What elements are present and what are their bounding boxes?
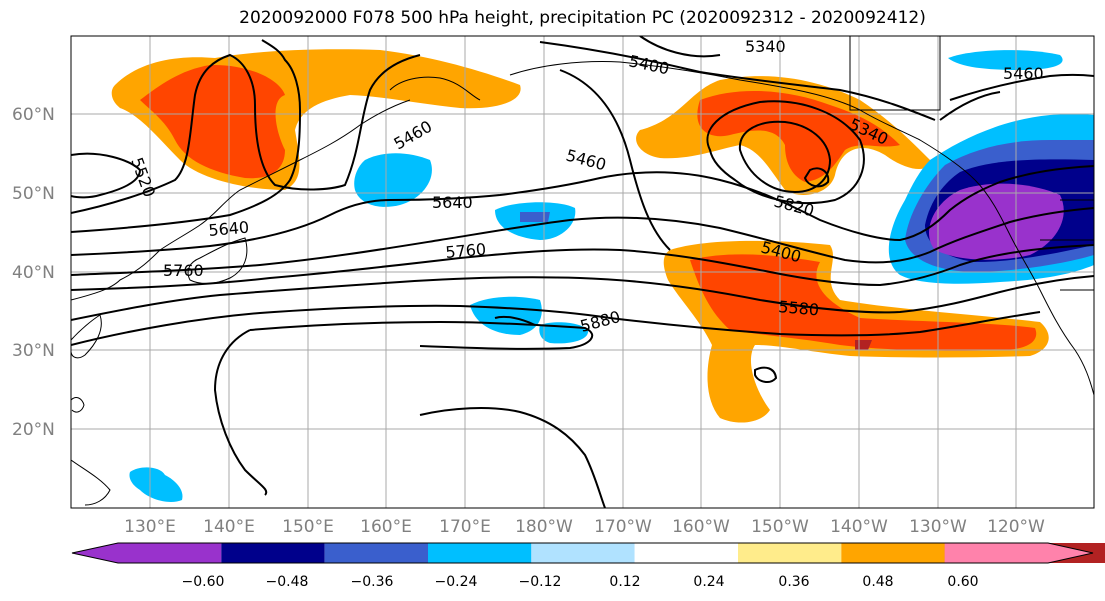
contour-label: 5640	[208, 218, 250, 240]
colorbar-tick-label: −0.24	[435, 574, 478, 590]
contour-label: 5400	[627, 51, 671, 78]
precip-negative-central-core	[520, 212, 550, 222]
lat-label: 50°N	[12, 184, 55, 204]
colorbar-bins	[71, 542, 1105, 564]
colorbar-tick-label: 0.36	[778, 574, 809, 590]
coastlines	[71, 36, 1094, 506]
precip-positive-asia-core	[140, 64, 285, 179]
contour-label: 5760	[163, 261, 204, 280]
graticule	[71, 36, 1094, 508]
lon-label: 150°W	[751, 517, 809, 537]
lat-label: 60°N	[12, 105, 55, 125]
colorbar-labels: −0.60 −0.48 −0.36 −0.24 −0.12 0.12 0.24 …	[182, 574, 979, 590]
colorbar-tick-label: 0.24	[693, 574, 724, 590]
colorbar-tick-label: −0.36	[351, 574, 394, 590]
colorbar-bin	[738, 543, 842, 563]
precip-shading	[111, 49, 1094, 502]
lon-label: 170°E	[439, 517, 491, 537]
longitude-labels: 130°E 140°E 150°E 160°E 170°E 180°W 170°…	[124, 517, 1045, 537]
lon-label: 160°E	[360, 517, 412, 537]
lon-label: 140°W	[830, 517, 888, 537]
colorbar-bin	[841, 543, 945, 563]
colorbar-bin	[944, 543, 1093, 563]
colorbar-outline	[71, 542, 1094, 564]
lon-label: 130°E	[124, 517, 176, 537]
lat-label: 40°N	[12, 263, 55, 283]
contour-label: 5760	[445, 240, 487, 262]
lon-label: 140°E	[203, 517, 255, 537]
lon-label: 130°W	[909, 517, 967, 537]
contour-label: 5820	[772, 192, 816, 221]
precip-negative-na-4	[928, 183, 1064, 260]
colorbar-bin	[72, 543, 222, 563]
lon-label: 170°W	[594, 517, 652, 537]
contour-label: 5340	[745, 37, 786, 56]
contour-label: 5460	[564, 146, 608, 175]
colorbar: −0.60 −0.48 −0.36 −0.24 −0.12 0.12 0.24 …	[71, 542, 1105, 590]
lat-label: 20°N	[12, 420, 55, 440]
colorbar-tick-label: −0.12	[519, 574, 562, 590]
lon-label: 120°W	[987, 517, 1045, 537]
colorbar-bin	[221, 543, 325, 563]
colorbar-tick-label: 0.48	[862, 574, 893, 590]
colorbar-bin	[428, 543, 532, 563]
colorbar-bin	[634, 543, 738, 563]
lon-label: 150°E	[282, 517, 334, 537]
contour-label: 5880	[578, 307, 622, 336]
map-frame	[70, 35, 1095, 509]
colorbar-tick-label: 0.60	[947, 574, 978, 590]
colorbar-tick-label: −0.60	[182, 574, 225, 590]
height-contours	[71, 36, 1094, 508]
precip-negative-sw	[129, 467, 183, 502]
colorbar-bin	[531, 543, 635, 563]
latitude-labels: 60°N 50°N 40°N 30°N 20°N	[12, 105, 55, 440]
map-title: 2020092000 F078 500 hPa height, precipit…	[239, 8, 926, 28]
contour-label: 5580	[778, 297, 820, 319]
colorbar-tick-label: 0.12	[609, 574, 640, 590]
colorbar-tick-label: −0.48	[266, 574, 309, 590]
precip-negative-far-north	[948, 50, 1063, 70]
contour-label: 5460	[1003, 64, 1044, 83]
contour-label: 5460	[391, 117, 436, 154]
lon-label: 160°W	[672, 517, 730, 537]
colorbar-bin	[324, 543, 428, 563]
lat-label: 30°N	[12, 341, 55, 361]
contour-label: 5640	[432, 193, 473, 212]
lon-label: 180°W	[515, 517, 573, 537]
